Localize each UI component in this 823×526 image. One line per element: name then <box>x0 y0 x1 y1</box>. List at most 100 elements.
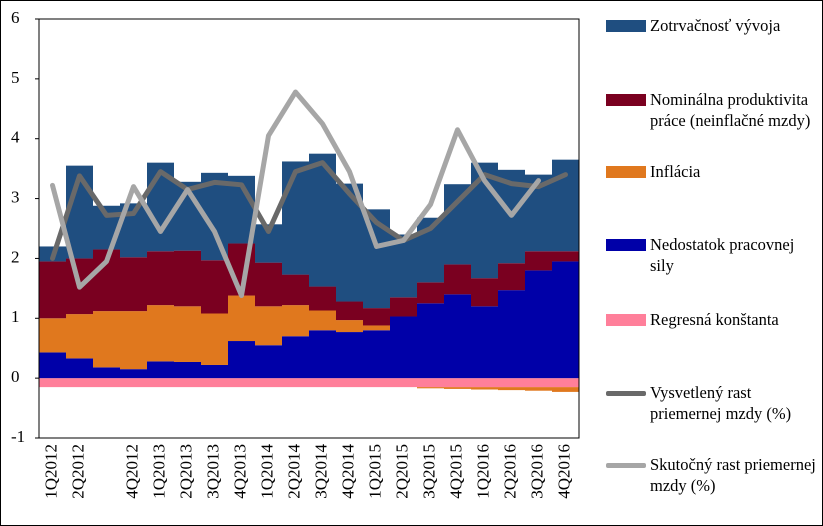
x-tick-label: 4Q2015 <box>446 444 465 499</box>
legend-swatch <box>606 166 646 178</box>
bar-segment <box>147 378 174 388</box>
bar-segment <box>174 250 201 307</box>
y-tick-label: -1 <box>11 427 25 446</box>
bar-segment <box>471 306 498 379</box>
x-tick-label: 2Q2013 <box>176 444 195 499</box>
x-tick-label: 2Q2012 <box>68 444 87 499</box>
bar-segment <box>282 274 309 306</box>
x-tick-label: 1Q2012 <box>41 444 60 499</box>
bar-segment <box>255 378 282 388</box>
bar-segment <box>471 278 498 307</box>
x-tick-label: 4Q2013 <box>230 444 249 499</box>
bar-segment <box>525 387 552 391</box>
y-tick-label: 5 <box>11 68 20 87</box>
legend-label: Skutočný rast priemernej mzdy (%) <box>650 455 816 495</box>
y-tick-label: 2 <box>11 247 20 266</box>
line-series <box>50 160 568 261</box>
bar-segment <box>525 378 552 388</box>
bar-segment <box>120 257 147 312</box>
bar-segment <box>444 184 471 265</box>
bar-segment <box>201 364 228 379</box>
bar-segment <box>282 305 309 337</box>
bar-segment <box>309 310 336 331</box>
legend-swatch <box>606 314 646 326</box>
bar-segment <box>525 270 552 379</box>
y-tick-label: 3 <box>11 187 20 206</box>
bar-segment <box>363 308 390 326</box>
bar-segment <box>363 325 390 331</box>
bar-segment <box>363 330 390 379</box>
bar-segment <box>471 387 498 390</box>
legend-swatch <box>606 239 646 251</box>
legend-label: Regresná konštanta <box>650 310 779 329</box>
x-tick-label: 4Q2016 <box>554 444 573 499</box>
x-tick-label: 1Q2016 <box>473 444 492 499</box>
x-tick-label: 1Q2013 <box>149 444 168 499</box>
bar-segment <box>363 378 390 388</box>
bar-segment <box>390 316 417 379</box>
bar-segment <box>498 378 525 388</box>
legend-label: Inflácia <box>650 162 701 181</box>
legend-label: Nedostatok pracovnej sily <box>650 235 795 275</box>
bar-segment <box>39 261 66 319</box>
bar-segment <box>336 320 363 333</box>
bar-segment <box>525 251 552 271</box>
bar-segment <box>39 352 66 379</box>
bar-segment <box>174 361 201 379</box>
bar-segment <box>390 297 417 317</box>
bar-segment <box>282 378 309 388</box>
x-tick-label: 4Q2012 <box>122 444 141 499</box>
x-tick-label: 3Q2013 <box>203 444 222 499</box>
bar-segment <box>120 311 147 370</box>
bar-segment <box>309 330 336 379</box>
legend-label: Nominálna produktivita práce (neinflačné… <box>650 90 811 130</box>
legend-item: Nominálna produktivita práce (neinflačné… <box>606 89 818 131</box>
bar-segment <box>147 251 174 306</box>
bar-segment <box>417 303 444 379</box>
bar-segment <box>39 318 66 353</box>
legend-label: Zotrvačnosť vývoja <box>650 16 781 35</box>
bar-segment <box>66 378 93 388</box>
bar-segment <box>498 290 525 379</box>
bar-segment <box>444 387 471 389</box>
bar-segment <box>444 294 471 379</box>
bar-segment <box>336 378 363 388</box>
bar-segment <box>282 336 309 379</box>
bar-segment <box>444 378 471 388</box>
x-tick-label: 3Q2014 <box>311 444 330 499</box>
x-tick-label: 2Q2015 <box>392 444 411 499</box>
bar-segment <box>120 369 147 379</box>
bar-segment <box>201 260 228 314</box>
bar-segment <box>201 313 228 365</box>
bar-segment <box>417 378 444 388</box>
x-tick-label: 3Q2016 <box>527 444 546 499</box>
bar-segment <box>336 301 363 321</box>
legend-swatch <box>606 391 646 396</box>
bar-segment <box>255 345 282 379</box>
bar-segment <box>309 286 336 311</box>
bar-segment <box>201 378 228 388</box>
bar-segment <box>66 314 93 359</box>
legend-item: Regresná konštanta <box>606 309 818 330</box>
x-tick-label: 2Q2014 <box>284 444 303 499</box>
bar-segment <box>147 305 174 362</box>
x-tick-label: 2Q2016 <box>500 444 519 499</box>
bar-segment <box>147 361 174 379</box>
bar-segment <box>471 378 498 388</box>
legend-item: Nedostatok pracovnej sily <box>606 234 818 276</box>
bar-segment <box>390 378 417 388</box>
bar-segment <box>417 282 444 304</box>
bar-segment <box>174 306 201 362</box>
x-tick-label: 4Q2014 <box>338 444 357 499</box>
x-tick-label: 1Q2015 <box>365 444 384 499</box>
legend-swatch <box>606 94 646 106</box>
legend-label: Vysvetlený rast priemernej mzdy (%) <box>650 383 792 423</box>
bar-segment <box>444 264 471 295</box>
y-tick-label: 0 <box>11 367 20 386</box>
legend-item: Inflácia <box>606 161 818 182</box>
bar-segment <box>309 378 336 388</box>
bar-segment <box>228 295 255 342</box>
bar-segment <box>498 387 525 391</box>
legend-item: Zotrvačnosť vývoja <box>606 15 818 36</box>
